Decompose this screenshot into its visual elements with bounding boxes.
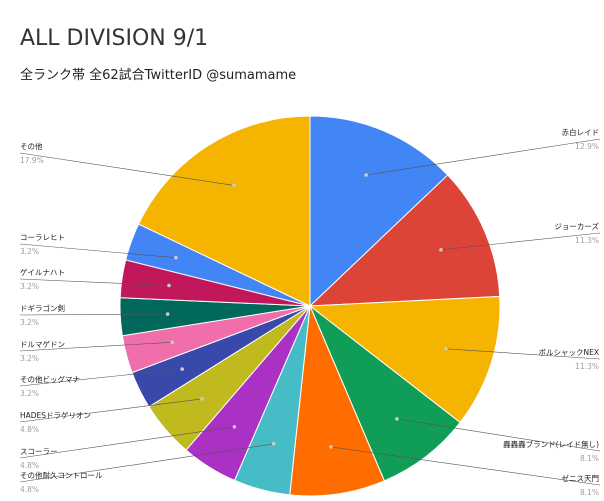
slice-3-nex[interactable]: [308, 295, 501, 424]
leader-dot: [329, 445, 333, 449]
slice-percent: 8.1%: [580, 454, 599, 463]
leader-dot: [232, 425, 237, 429]
slice-label: ドギラゴン剣: [20, 303, 65, 313]
slice-percent: 3.2%: [20, 318, 39, 327]
slice-label: スコーラー: [20, 447, 58, 456]
leader-line: [19, 398, 202, 423]
leader-dot: [364, 173, 369, 177]
slice-percent: 3.2%: [20, 282, 39, 291]
leader-dot: [395, 417, 399, 421]
leader-line: [445, 348, 601, 360]
slice-14[interactable]: [137, 115, 311, 307]
slice-label: その他: [20, 141, 43, 151]
slice-label: 轟轟轟ブランド(レイド無し): [503, 439, 599, 449]
leader-dot: [439, 248, 443, 252]
leader-line: [440, 232, 601, 251]
slice-label: HADESドラゲリオン: [20, 411, 91, 420]
slice-percent: 11.3%: [575, 236, 599, 245]
leader-line: [19, 152, 235, 186]
slice-1[interactable]: [309, 115, 449, 308]
slices-layer: [119, 115, 501, 497]
slice-percent: 4.8%: [20, 485, 39, 494]
leader-line: [19, 426, 235, 459]
slice-percent: 3.2%: [20, 389, 39, 398]
slice-4[interactable]: [308, 304, 461, 482]
leader-dot: [232, 183, 236, 188]
slice-percent: 11.3%: [575, 362, 599, 371]
leader-dot: [165, 312, 170, 316]
leader-dot: [444, 347, 448, 351]
slice-label: コーラレヒト: [20, 233, 65, 242]
leader-dot: [170, 340, 174, 345]
slice-label: ゲイルナハト: [20, 268, 65, 277]
leader-dot: [271, 442, 276, 446]
leader-line: [396, 418, 601, 452]
slice-percent: 3.2%: [20, 354, 39, 363]
chart-subtitle: 全ランク帯 全62試合TwitterID @sumamame: [20, 68, 297, 83]
slice-label: ドルマゲドン: [20, 340, 65, 349]
slice-label: 赤白レイド: [562, 127, 600, 137]
slice-label: ボルシャックNEX: [539, 348, 600, 357]
slice-2[interactable]: [308, 174, 501, 307]
leader-line: [19, 342, 173, 352]
slice-percent: 17.9%: [20, 156, 44, 165]
slice-label: ジョーカーズ: [554, 221, 599, 231]
leader-line: [19, 368, 183, 387]
leader-line: [19, 313, 168, 316]
slice-label: その他ビッグマナ: [20, 374, 80, 384]
leader-line: [19, 243, 176, 258]
leader-dot: [180, 367, 184, 371]
leader-line: [330, 446, 601, 486]
leader-dot: [200, 397, 204, 401]
leader-dot: [174, 255, 178, 260]
slice-5[interactable]: [289, 304, 386, 497]
leader-line: [19, 278, 170, 286]
chart-title: ALL DIVISION 9/1: [20, 26, 209, 51]
leader-line: [366, 138, 601, 176]
slice-percent: 3.2%: [20, 247, 39, 256]
slice-label: その他耐久コントロール: [20, 470, 103, 480]
slice-label: ゼニス天門: [562, 473, 600, 483]
labels-layer: 赤白レイド 12.9% ジョーカーズ 11.3% ボルシャックNEX 11.3% 轟轟轟ブラ…: [19, 127, 601, 497]
slice-percent: 4.8%: [20, 461, 39, 470]
slice-percent: 8.1%: [580, 488, 599, 497]
leader-dot: [167, 283, 171, 288]
leader-line: [19, 443, 274, 483]
slice-percent: 4.8%: [20, 425, 39, 434]
slice-percent: 12.9%: [575, 142, 599, 151]
